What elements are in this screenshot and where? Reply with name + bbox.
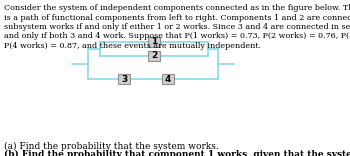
Text: P(4 works) = 0.87, and these events are mutually independent.: P(4 works) = 0.87, and these events are …: [4, 42, 261, 50]
Text: (a) Find the probability that the system works.: (a) Find the probability that the system…: [4, 142, 219, 151]
Text: 1: 1: [151, 37, 157, 46]
Text: 2: 2: [151, 51, 157, 61]
FancyBboxPatch shape: [148, 37, 160, 47]
FancyBboxPatch shape: [148, 51, 160, 61]
Text: subsystem works if and only if either 1 or 2 works. Since 3 and 4 are connected : subsystem works if and only if either 1 …: [4, 23, 350, 31]
Text: 4: 4: [165, 75, 171, 83]
Text: and only if both 3 and 4 work. Suppose that P(1 works) = 0.73, P(2 works) = 0.76: and only if both 3 and 4 work. Suppose t…: [4, 32, 350, 41]
Text: (b) Find the probability that component 1 works, given that the system works.: (b) Find the probability that component …: [4, 150, 350, 156]
Text: is a path of functional components from left to right. Components 1 and 2 are co: is a path of functional components from …: [4, 14, 350, 22]
FancyBboxPatch shape: [162, 74, 174, 84]
Text: 3: 3: [121, 75, 127, 83]
Text: Consider the system of independent components connected as in the figure below. : Consider the system of independent compo…: [4, 4, 350, 12]
FancyBboxPatch shape: [118, 74, 130, 84]
